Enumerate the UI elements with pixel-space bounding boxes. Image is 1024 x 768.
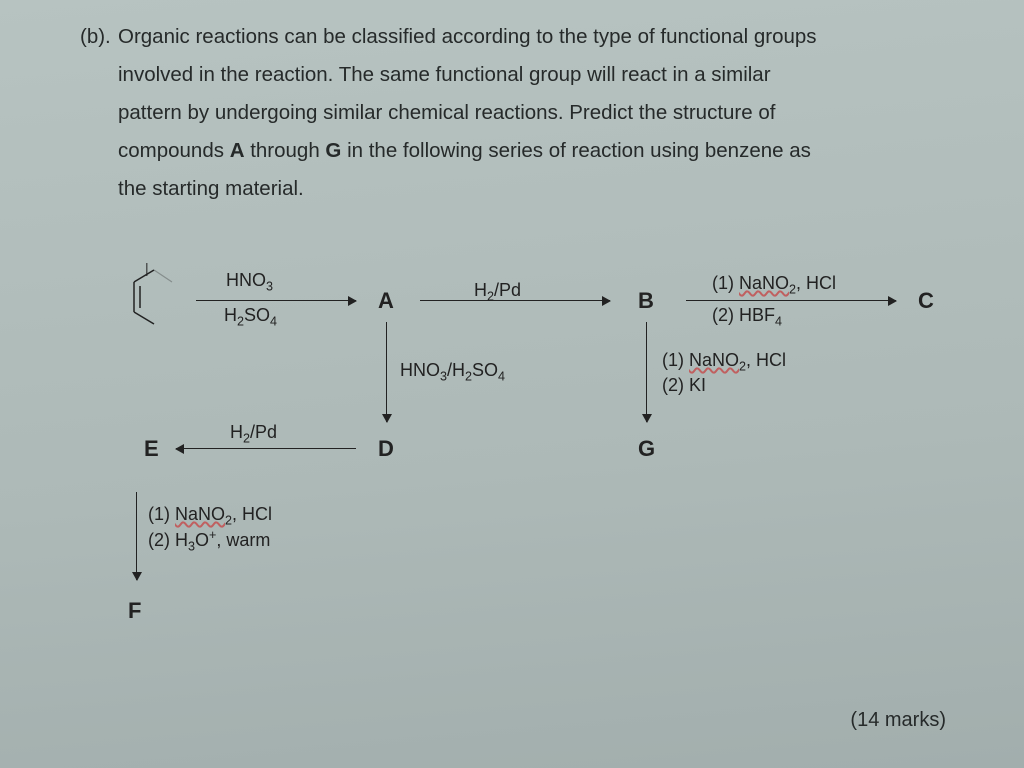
q-line4c: through [245,139,326,162]
node-e: E [144,436,159,462]
q-line4b: A [230,139,245,162]
q-line2: involved in the reaction. The same funct… [118,63,771,86]
reagent-h2pd-1: H2/Pd [474,280,521,304]
question-text: (b). Organic reactions can be classified… [84,18,974,208]
reagent-hno3-h2so4: HNO3/H2SO4 [400,360,505,384]
node-b: B [638,288,654,314]
q-line4a: compounds [118,139,230,162]
q-line1: Organic reactions can be classified acco… [118,25,817,48]
arrow-e-to-f [136,492,137,580]
reagent-nano2-hbf4-2: (2) HBF4 [712,305,782,329]
reagent-nano2-h3o-1: (1) NaNO2, HCl [148,504,272,528]
arrow-b-to-g [646,322,647,422]
reagent-hno3: HNO3 [226,270,273,294]
node-c: C [918,288,934,314]
question-body: Organic reactions can be classified acco… [118,18,974,208]
question-label: (b). [80,18,111,56]
q-line5: the starting material. [118,177,304,200]
q-line4d: G [325,139,341,162]
node-f: F [128,598,141,624]
node-g: G [638,436,655,462]
reagent-nano2-h3o-2: (2) H3O+, warm [148,528,270,554]
reagent-nano2-ki-2: (2) KI [662,375,706,396]
arrow-d-to-e [176,448,356,449]
q-line3: pattern by undergoing similar chemical r… [118,101,775,124]
reagent-nano2-hbf4-1: (1) NaNO2, HCl [712,273,836,297]
reagent-h2so4: H2SO4 [224,305,277,329]
fraction-line-1 [216,300,326,301]
benzene-icon [128,268,176,328]
q-line4e: in the following series of reaction usin… [341,139,811,162]
arrow-a-to-d [386,322,387,422]
reagent-nano2-ki-1: (1) NaNO2, HCl [662,350,786,374]
exam-page: (b). Organic reactions can be classified… [0,0,1024,768]
node-a: A [378,288,394,314]
marks-label: (14 marks) [850,709,946,732]
reaction-scheme: | HNO3 H2SO4 A H2/Pd B (1) NaNO2, HCl [0,260,1024,700]
reagent-h2pd-2: H2/Pd [230,422,277,446]
arrow-b-to-c [686,300,896,301]
node-d: D [378,436,394,462]
